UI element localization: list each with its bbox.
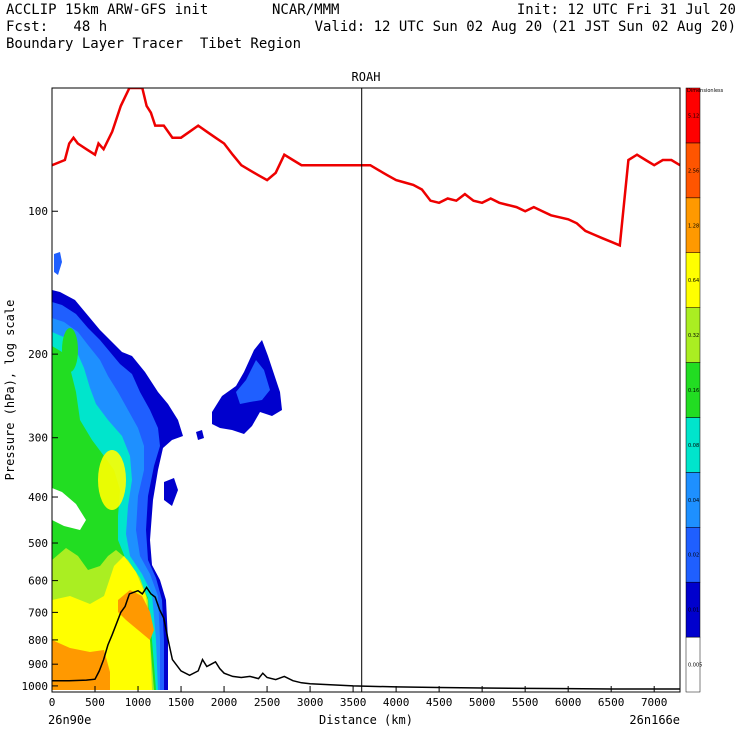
x-tick-label: 6000 xyxy=(555,696,582,709)
colorbar-level-label: 1.28 xyxy=(688,223,699,229)
colorbar-level-label: 0.16 xyxy=(688,388,699,394)
colorbar: 0.005 0.01 0.02 0.04 0.08 0.16 0.32 0.64 1.28 2.5… xyxy=(685,87,724,693)
tracer-blob-upper-core xyxy=(236,360,270,404)
colorbar-level-label: 0.32 xyxy=(688,333,699,339)
tracer-field xyxy=(52,252,282,690)
y-tick-label: 600 xyxy=(28,575,48,588)
y-tick-label: 500 xyxy=(28,537,48,550)
x-tick-label: 3500 xyxy=(340,696,367,709)
header-valid-time: Valid: 12 UTC Sun 02 Aug 20 (21 JST Sun … xyxy=(314,19,736,35)
tracer-blob-small xyxy=(196,430,204,440)
colorbar-level-label: 5.12 xyxy=(688,113,699,119)
colorbar-title: Dimensionless xyxy=(687,88,724,94)
x-tick-label: 1500 xyxy=(168,696,195,709)
y-axis: 100 200 300 400 500 600 700 800 900 1000 xyxy=(22,205,58,693)
colorbar-level-label: 0.01 xyxy=(688,608,699,614)
x-tick-label: 4500 xyxy=(426,696,453,709)
terrain-line xyxy=(52,586,680,690)
y-tick-label: 700 xyxy=(28,606,48,619)
y-tick-label: 800 xyxy=(28,634,48,647)
colorbar-level-label: 2.56 xyxy=(688,168,699,174)
plot-frame xyxy=(51,87,681,693)
header-field-name: Boundary Layer Tracer Tibet Region xyxy=(6,36,302,52)
y-tick-label: 1000 xyxy=(22,680,49,693)
x-tick-label: 5000 xyxy=(469,696,496,709)
colorbar-level-label: 0.005 xyxy=(688,663,702,669)
x-tick-label: 500 xyxy=(85,696,105,709)
x-tick-label: 3000 xyxy=(297,696,324,709)
x-axis: 0 500 1000 1500 2000 2500 3000 3500 4000 4500 5000… xyxy=(49,686,668,709)
colorbar-level-label: 0.08 xyxy=(688,443,699,449)
x-tick-label: 2500 xyxy=(254,696,281,709)
y-tick-label: 200 xyxy=(28,348,48,361)
tracer-patch-mid xyxy=(164,478,178,506)
y-axis-title: Pressure (hPa), log scale xyxy=(3,300,17,481)
tracer-core-mid xyxy=(98,450,126,510)
x-tick-label: 7000 xyxy=(641,696,668,709)
x-tick-label: 6500 xyxy=(598,696,625,709)
colorbar-level-label: 0.02 xyxy=(688,553,699,559)
header-org: NCAR/MMM xyxy=(272,2,340,18)
x-tick-label: 4000 xyxy=(383,696,410,709)
colorbar-swatch xyxy=(685,87,701,144)
header-init-time: Init: 12 UTC Fri 31 Jul 20 xyxy=(516,2,736,18)
x-tick-label: 1000 xyxy=(125,696,152,709)
header-model-title: ACCLIP 15km ARW-GFS init xyxy=(6,2,209,18)
x-tick-label: 2000 xyxy=(211,696,238,709)
y-tick-label: 900 xyxy=(28,658,48,671)
x-end-label: 26n166e xyxy=(629,713,680,727)
chart-subtitle: ROAH xyxy=(352,70,381,84)
x-start-label: 26n90e xyxy=(48,713,91,727)
y-tick-label: 100 xyxy=(28,205,48,218)
x-tick-label: 0 xyxy=(49,696,56,709)
tracer-patch-top xyxy=(54,252,62,275)
header-forecast-hour: Fcst: 48 h xyxy=(6,19,108,35)
tropopause-line xyxy=(52,88,680,248)
x-tick-label: 5500 xyxy=(512,696,539,709)
colorbar-level-label: 0.64 xyxy=(688,278,699,284)
tracer-gap xyxy=(52,488,86,530)
colorbar-level-label: 0.04 xyxy=(688,498,699,504)
y-tick-label: 300 xyxy=(28,432,48,445)
x-axis-title: Distance (km) xyxy=(319,713,413,727)
tracer-core-upper xyxy=(62,328,78,372)
y-tick-label: 400 xyxy=(28,491,48,504)
